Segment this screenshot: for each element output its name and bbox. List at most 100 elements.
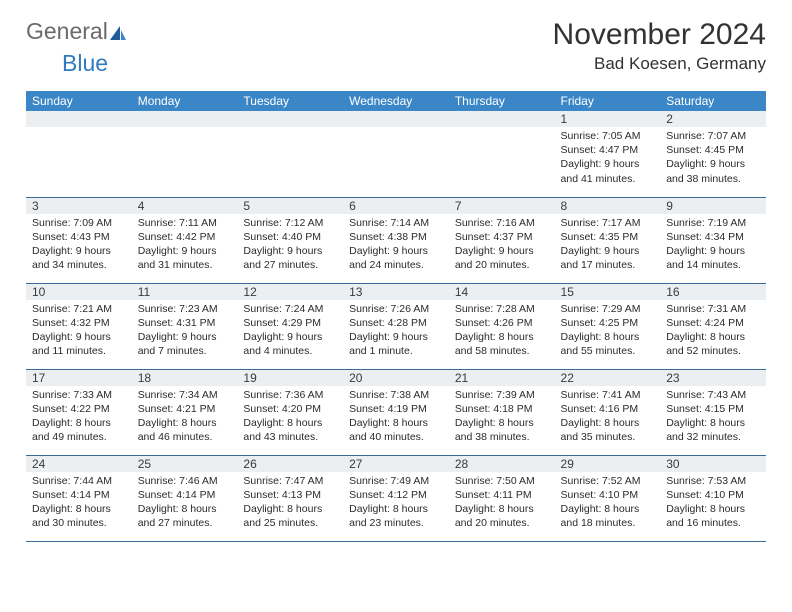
day-details: Sunrise: 7:14 AMSunset: 4:38 PMDaylight:… (343, 214, 449, 277)
sunrise-text: Sunrise: 7:28 AM (455, 302, 549, 316)
day-details: Sunrise: 7:21 AMSunset: 4:32 PMDaylight:… (26, 300, 132, 363)
calendar-day-cell: 9Sunrise: 7:19 AMSunset: 4:34 PMDaylight… (660, 197, 766, 283)
calendar-day-cell: 26Sunrise: 7:47 AMSunset: 4:13 PMDayligh… (237, 455, 343, 541)
day-number: 30 (660, 456, 766, 472)
daylight-text: Daylight: 9 hours and 20 minutes. (455, 244, 549, 272)
weekday-header: Monday (132, 91, 238, 111)
sunrise-text: Sunrise: 7:07 AM (666, 129, 760, 143)
sunrise-text: Sunrise: 7:44 AM (32, 474, 126, 488)
sunset-text: Sunset: 4:47 PM (561, 143, 655, 157)
day-details: Sunrise: 7:44 AMSunset: 4:14 PMDaylight:… (26, 472, 132, 535)
daylight-text: Daylight: 8 hours and 38 minutes. (455, 416, 549, 444)
day-number: 6 (343, 198, 449, 214)
sunset-text: Sunset: 4:34 PM (666, 230, 760, 244)
calendar-day-cell (343, 111, 449, 197)
day-details: Sunrise: 7:05 AMSunset: 4:47 PMDaylight:… (555, 127, 661, 190)
day-number: 22 (555, 370, 661, 386)
day-number: 16 (660, 284, 766, 300)
day-number: 2 (660, 111, 766, 127)
day-details: Sunrise: 7:50 AMSunset: 4:11 PMDaylight:… (449, 472, 555, 535)
daylight-text: Daylight: 8 hours and 25 minutes. (243, 502, 337, 530)
day-details: Sunrise: 7:28 AMSunset: 4:26 PMDaylight:… (449, 300, 555, 363)
day-number: 10 (26, 284, 132, 300)
sunset-text: Sunset: 4:43 PM (32, 230, 126, 244)
calendar-day-cell: 15Sunrise: 7:29 AMSunset: 4:25 PMDayligh… (555, 283, 661, 369)
calendar-day-cell: 4Sunrise: 7:11 AMSunset: 4:42 PMDaylight… (132, 197, 238, 283)
calendar-day-cell: 8Sunrise: 7:17 AMSunset: 4:35 PMDaylight… (555, 197, 661, 283)
logo: General (26, 18, 130, 45)
sunrise-text: Sunrise: 7:33 AM (32, 388, 126, 402)
day-details: Sunrise: 7:41 AMSunset: 4:16 PMDaylight:… (555, 386, 661, 449)
calendar-day-cell: 5Sunrise: 7:12 AMSunset: 4:40 PMDaylight… (237, 197, 343, 283)
sunrise-text: Sunrise: 7:49 AM (349, 474, 443, 488)
sunset-text: Sunset: 4:20 PM (243, 402, 337, 416)
daylight-text: Daylight: 8 hours and 23 minutes. (349, 502, 443, 530)
daylight-text: Daylight: 8 hours and 35 minutes. (561, 416, 655, 444)
sunrise-text: Sunrise: 7:53 AM (666, 474, 760, 488)
day-details: Sunrise: 7:17 AMSunset: 4:35 PMDaylight:… (555, 214, 661, 277)
day-number: 15 (555, 284, 661, 300)
sunset-text: Sunset: 4:22 PM (32, 402, 126, 416)
calendar-day-cell: 16Sunrise: 7:31 AMSunset: 4:24 PMDayligh… (660, 283, 766, 369)
calendar-week-row: 3Sunrise: 7:09 AMSunset: 4:43 PMDaylight… (26, 197, 766, 283)
day-number: 17 (26, 370, 132, 386)
sunrise-text: Sunrise: 7:43 AM (666, 388, 760, 402)
calendar-day-cell: 29Sunrise: 7:52 AMSunset: 4:10 PMDayligh… (555, 455, 661, 541)
weekday-header-row: Sunday Monday Tuesday Wednesday Thursday… (26, 91, 766, 111)
logo-text-blue: Blue (62, 50, 108, 76)
daylight-text: Daylight: 9 hours and 34 minutes. (32, 244, 126, 272)
day-details: Sunrise: 7:53 AMSunset: 4:10 PMDaylight:… (660, 472, 766, 535)
sunrise-text: Sunrise: 7:21 AM (32, 302, 126, 316)
sunrise-text: Sunrise: 7:11 AM (138, 216, 232, 230)
logo-sail-icon (108, 24, 128, 42)
calendar-day-cell: 23Sunrise: 7:43 AMSunset: 4:15 PMDayligh… (660, 369, 766, 455)
day-number: 14 (449, 284, 555, 300)
sunrise-text: Sunrise: 7:47 AM (243, 474, 337, 488)
daylight-text: Daylight: 8 hours and 52 minutes. (666, 330, 760, 358)
daylight-text: Daylight: 9 hours and 4 minutes. (243, 330, 337, 358)
day-details: Sunrise: 7:34 AMSunset: 4:21 PMDaylight:… (132, 386, 238, 449)
month-title: November 2024 (553, 18, 766, 52)
weekday-header: Saturday (660, 91, 766, 111)
day-number (26, 111, 132, 127)
calendar-day-cell: 13Sunrise: 7:26 AMSunset: 4:28 PMDayligh… (343, 283, 449, 369)
calendar-day-cell: 27Sunrise: 7:49 AMSunset: 4:12 PMDayligh… (343, 455, 449, 541)
day-details: Sunrise: 7:09 AMSunset: 4:43 PMDaylight:… (26, 214, 132, 277)
day-details: Sunrise: 7:23 AMSunset: 4:31 PMDaylight:… (132, 300, 238, 363)
day-details: Sunrise: 7:16 AMSunset: 4:37 PMDaylight:… (449, 214, 555, 277)
calendar-day-cell: 6Sunrise: 7:14 AMSunset: 4:38 PMDaylight… (343, 197, 449, 283)
day-details: Sunrise: 7:29 AMSunset: 4:25 PMDaylight:… (555, 300, 661, 363)
daylight-text: Daylight: 9 hours and 24 minutes. (349, 244, 443, 272)
day-number: 25 (132, 456, 238, 472)
sunrise-text: Sunrise: 7:12 AM (243, 216, 337, 230)
sunrise-text: Sunrise: 7:31 AM (666, 302, 760, 316)
day-number: 7 (449, 198, 555, 214)
day-details: Sunrise: 7:52 AMSunset: 4:10 PMDaylight:… (555, 472, 661, 535)
calendar-day-cell (237, 111, 343, 197)
day-details: Sunrise: 7:38 AMSunset: 4:19 PMDaylight:… (343, 386, 449, 449)
day-details: Sunrise: 7:47 AMSunset: 4:13 PMDaylight:… (237, 472, 343, 535)
day-details: Sunrise: 7:24 AMSunset: 4:29 PMDaylight:… (237, 300, 343, 363)
daylight-text: Daylight: 9 hours and 7 minutes. (138, 330, 232, 358)
calendar-day-cell: 24Sunrise: 7:44 AMSunset: 4:14 PMDayligh… (26, 455, 132, 541)
sunrise-text: Sunrise: 7:46 AM (138, 474, 232, 488)
daylight-text: Daylight: 9 hours and 38 minutes. (666, 157, 760, 185)
day-details: Sunrise: 7:33 AMSunset: 4:22 PMDaylight:… (26, 386, 132, 449)
daylight-text: Daylight: 9 hours and 17 minutes. (561, 244, 655, 272)
daylight-text: Daylight: 9 hours and 41 minutes. (561, 157, 655, 185)
day-number: 5 (237, 198, 343, 214)
sunset-text: Sunset: 4:21 PM (138, 402, 232, 416)
calendar-day-cell: 14Sunrise: 7:28 AMSunset: 4:26 PMDayligh… (449, 283, 555, 369)
sunrise-text: Sunrise: 7:26 AM (349, 302, 443, 316)
daylight-text: Daylight: 8 hours and 46 minutes. (138, 416, 232, 444)
sunrise-text: Sunrise: 7:38 AM (349, 388, 443, 402)
sunrise-text: Sunrise: 7:41 AM (561, 388, 655, 402)
daylight-text: Daylight: 8 hours and 27 minutes. (138, 502, 232, 530)
sunset-text: Sunset: 4:14 PM (138, 488, 232, 502)
weekday-header: Friday (555, 91, 661, 111)
sunrise-text: Sunrise: 7:34 AM (138, 388, 232, 402)
day-details: Sunrise: 7:36 AMSunset: 4:20 PMDaylight:… (237, 386, 343, 449)
sunrise-text: Sunrise: 7:09 AM (32, 216, 126, 230)
day-number: 21 (449, 370, 555, 386)
calendar-day-cell: 11Sunrise: 7:23 AMSunset: 4:31 PMDayligh… (132, 283, 238, 369)
